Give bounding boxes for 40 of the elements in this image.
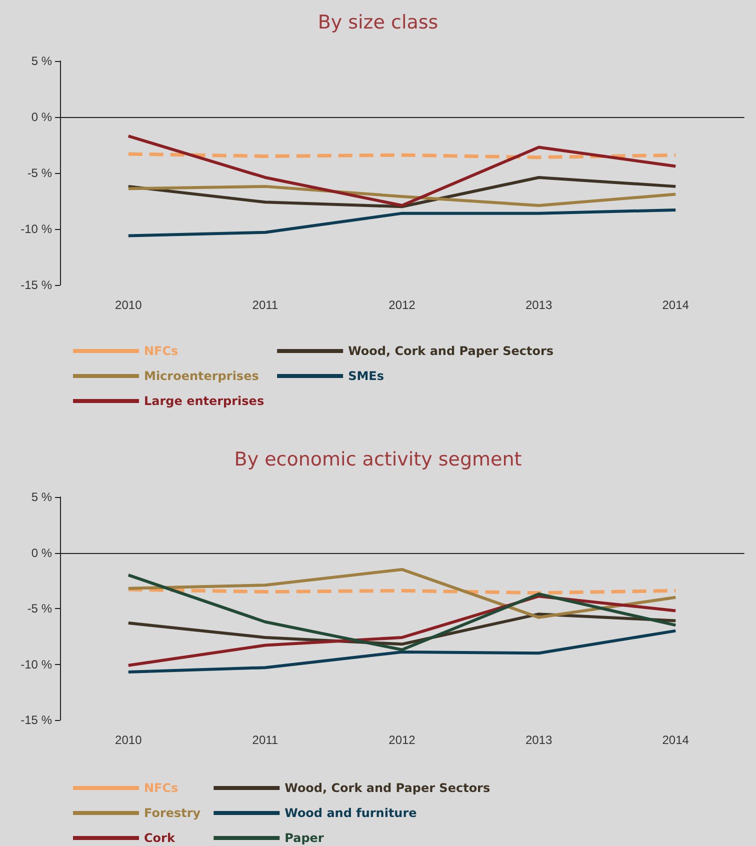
text: NFCs (144, 781, 178, 795)
x-tick-label: 2014 (662, 298, 690, 312)
chart-title: By size class (318, 12, 438, 34)
y-tick-label: 0 % (31, 546, 52, 560)
text: Forestry (144, 806, 201, 820)
text: NFCs (144, 344, 178, 358)
y-tick-label: 5 % (31, 54, 52, 68)
x-tick-label: 2010 (115, 733, 142, 747)
text: Large enterprises (144, 394, 264, 408)
text: Wood, Cork and Paper Sectors (284, 781, 490, 795)
x-tick-label: 2010 (115, 298, 142, 312)
text: Wood and furniture (284, 806, 417, 820)
y-tick-label: -5 % (27, 166, 52, 180)
line-series (126, 176, 678, 208)
x-tick-label: 2012 (388, 733, 416, 747)
line-series (126, 574, 678, 652)
x-tick-label: 2011 (252, 298, 278, 312)
line-series (126, 568, 678, 619)
line-series (126, 134, 678, 207)
x-tick-label: 2012 (388, 298, 416, 312)
x-tick-label: 2013 (525, 733, 552, 747)
line-series (126, 184, 678, 207)
text: Microenterprises (144, 369, 259, 383)
x-tick-label: 2011 (252, 733, 278, 747)
y-tick-label: 5 % (31, 490, 52, 504)
y-tick-label: -15 % (20, 278, 52, 292)
line-series (126, 208, 678, 238)
text: SMEs (348, 369, 384, 383)
y-tick-label: 0 % (31, 110, 52, 124)
y-tick-label: -5 % (27, 602, 52, 616)
text: Wood, Cork and Paper Sectors (348, 344, 554, 358)
y-tick-label: -15 % (20, 713, 52, 727)
y-tick-label: -10 % (20, 657, 52, 672)
y-tick-label: -10 % (20, 222, 52, 236)
x-tick-label: 2013 (525, 298, 552, 312)
x-tick-label: 2014 (662, 733, 690, 747)
line-series (126, 629, 678, 674)
text: Paper (284, 831, 324, 845)
text: Cork (144, 831, 176, 845)
chart-title: By economic activity segment (234, 448, 522, 470)
